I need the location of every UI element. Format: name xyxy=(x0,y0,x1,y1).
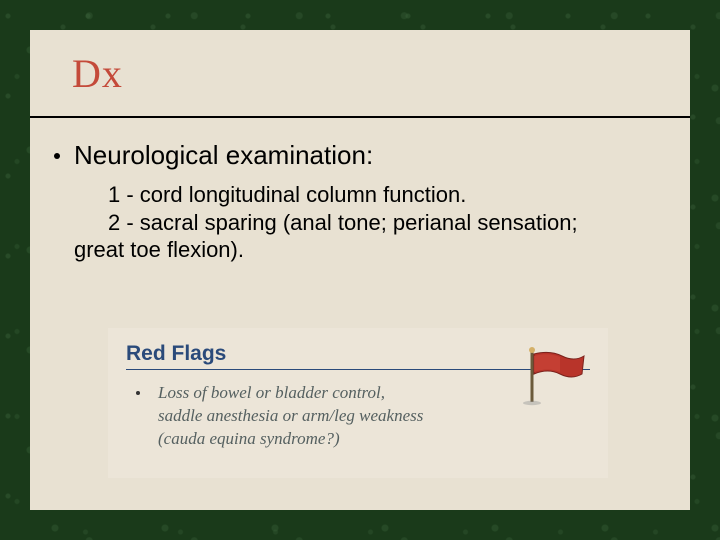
title-bar: Dx xyxy=(30,30,690,118)
slide-panel: Dx Neurological examination: 1 - cord lo… xyxy=(30,30,690,510)
red-flags-box: Red Flags Loss of bowel or bladder contr… xyxy=(108,328,608,478)
content-area: Neurological examination: 1 - cord longi… xyxy=(50,140,670,264)
slide-title: Dx xyxy=(72,50,123,97)
bullet-item: Neurological examination: xyxy=(50,140,670,171)
bullet-dot xyxy=(54,153,60,159)
sub-text-line-3: great toe flexion). xyxy=(74,236,670,264)
red-flags-body: Loss of bowel or bladder control, saddle… xyxy=(126,382,590,451)
red-flags-underline xyxy=(126,369,590,370)
rf-bullet-dot xyxy=(136,391,140,395)
sub-text-line-1: 1 - cord longitudinal column function. xyxy=(108,181,670,209)
rf-line1: Loss of bowel or bladder control, xyxy=(158,383,385,402)
rf-line3: (cauda equina syndrome?) xyxy=(158,429,340,448)
red-flag-icon xyxy=(522,346,592,406)
rf-line2: saddle anesthesia or arm/leg weakness xyxy=(158,406,423,425)
sub-text-line-2: 2 - sacral sparing (anal tone; perianal … xyxy=(108,209,670,237)
red-flags-title: Red Flags xyxy=(126,342,590,366)
main-bullet-text: Neurological examination: xyxy=(74,140,373,171)
